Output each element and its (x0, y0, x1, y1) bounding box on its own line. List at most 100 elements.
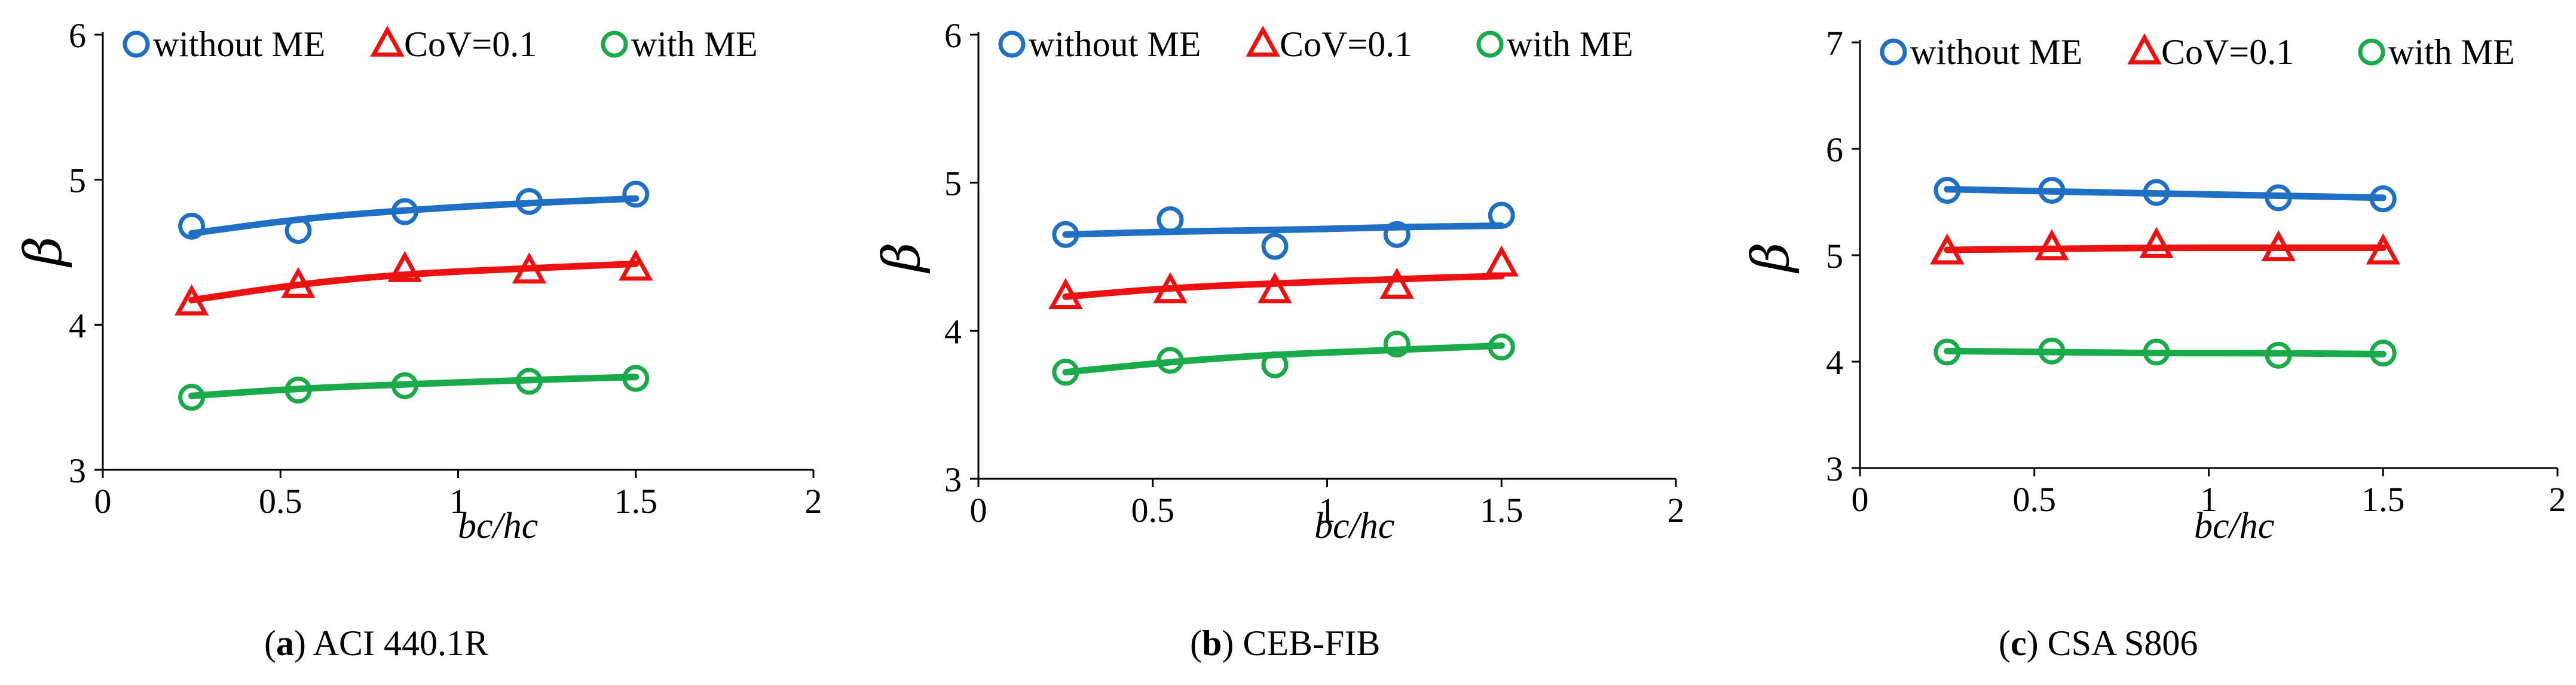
data-point-without-me (1052, 221, 1079, 248)
legend-label: CoV=0.1 (1280, 25, 1412, 64)
legend-marker (2127, 33, 2162, 65)
chart-caption: (b) CEB-FIB (1190, 623, 1381, 663)
x-tick-label: 1 (2200, 480, 2217, 519)
legend-label: without ME (1910, 32, 2082, 72)
data-point-without-me (1933, 176, 1961, 204)
caption-letter: c (2010, 623, 2027, 663)
data-point-cov-0-1 (2366, 233, 2400, 265)
data-point-without-me (2265, 184, 2292, 212)
y-tick-label: 5 (69, 161, 86, 200)
x-axis-label: bc/hc (2194, 506, 2275, 546)
chart-panel-c: 3 4 5 6 7 0 0.5 1 1.5 2 without ME CoV=0.1 with ME β… (1718, 0, 2576, 685)
trend-line-cov-0-1 (1944, 244, 2387, 253)
caption-text: CSA S806 (2047, 623, 2198, 663)
chart-caption: (c) CSA S806 (1999, 623, 2198, 663)
x-tick-label: 0.5 (2013, 480, 2057, 519)
data-point-with-me (1383, 331, 1411, 358)
caption-text: CEB-FIB (1243, 623, 1381, 663)
data-point-cov-0-1 (1048, 278, 1083, 310)
y-tick-label: 6 (1826, 130, 1843, 169)
y-axis-label: β (871, 242, 932, 272)
data-point-without-me (1157, 206, 1184, 234)
legend-marker (123, 30, 150, 58)
legend-marker (1476, 30, 1504, 58)
data-point-with-me (1488, 334, 1515, 361)
data-point-with-me (391, 372, 418, 399)
y-tick-label: 4 (1826, 343, 1843, 382)
y-tick-label: 3 (1826, 449, 1843, 488)
data-point-cov-0-1 (1258, 272, 1292, 304)
trend-line-without-me (188, 195, 640, 237)
x-tick-label: 1 (1318, 491, 1336, 530)
data-point-cov-0-1 (174, 284, 209, 316)
data-point-without-me (2369, 185, 2397, 213)
data-point-without-me (1383, 221, 1411, 248)
y-axis-label: β (1740, 242, 1801, 272)
data-point-with-me (284, 377, 312, 404)
x-tick-label: 1.5 (2361, 480, 2405, 519)
data-point-with-me (1261, 351, 1289, 378)
data-point-cov-0-1 (1930, 233, 1965, 265)
data-point-without-me (1488, 201, 1515, 229)
chart-plot-a: 3 4 5 6 0 0.5 1 1.5 2 without ME CoV=0.1 with ME (69, 16, 822, 521)
trend-line-without-me (1062, 222, 1505, 238)
data-point-cov-0-1 (2139, 227, 2174, 258)
x-tick-label: 0 (94, 482, 112, 521)
chart-panel-b: 3 4 5 6 0 0.5 1 1.5 2 without ME CoV=0.1 with ME β … (858, 0, 1718, 685)
x-tick-label: 1.5 (614, 482, 658, 521)
chart-panel-a: 3 4 5 6 0 0.5 1 1.5 2 without ME CoV=0.1 with ME β … (0, 0, 858, 685)
data-point-with-me (178, 384, 206, 411)
data-point-with-me (622, 365, 650, 392)
y-tick-label: 5 (944, 164, 962, 203)
data-point-without-me (284, 217, 312, 244)
x-tick-label: 0 (1852, 480, 1869, 519)
caption-letter: b (1201, 623, 1222, 663)
data-point-with-me (2038, 337, 2066, 365)
data-point-with-me (1157, 347, 1184, 374)
data-point-cov-0-1 (619, 249, 653, 281)
data-point-with-me (1933, 338, 1961, 366)
legend-label: CoV=0.1 (2161, 32, 2294, 72)
data-point-cov-0-1 (2261, 230, 2296, 262)
data-point-with-me (2265, 341, 2292, 369)
chart-plot-c: 3 4 5 6 7 0 0.5 1 1.5 2 without ME CoV=0.1 with ME (1826, 24, 2566, 519)
y-tick-label: 3 (944, 460, 962, 499)
data-point-cov-0-1 (1153, 272, 1188, 304)
y-tick-label: 4 (69, 306, 86, 345)
x-tick-label: 2 (805, 482, 822, 521)
trend-line-without-me (1944, 186, 2387, 201)
x-tick-label: 0.5 (259, 482, 302, 521)
legend-label: with ME (1507, 25, 1633, 64)
legend-marker (1880, 38, 1907, 66)
data-point-without-me (178, 212, 206, 240)
caption-text: ACI 440.1R (313, 623, 489, 663)
legend-label: with ME (2388, 32, 2515, 72)
data-point-with-me (2369, 340, 2397, 367)
data-point-without-me (622, 181, 650, 208)
x-tick-label: 2 (2549, 480, 2566, 519)
legend-label: CoV=0.1 (404, 25, 537, 64)
data-point-with-me (515, 368, 543, 395)
x-axis-label: bc/hc (458, 506, 539, 546)
data-point-without-me (2038, 176, 2066, 204)
x-tick-label: 0.5 (1131, 491, 1175, 530)
data-point-without-me (515, 188, 543, 215)
y-tick-label: 6 (944, 16, 962, 55)
legend-marker (370, 25, 405, 57)
chart-caption: (a) ACI 440.1R (264, 623, 489, 663)
x-tick-label: 2 (1668, 491, 1685, 530)
caption-letter: a (276, 623, 294, 663)
trend-line-cov-0-1 (188, 260, 640, 304)
legend-label: without ME (153, 25, 325, 64)
y-tick-label: 5 (1826, 237, 1843, 276)
data-point-cov-0-1 (2035, 229, 2069, 261)
legend-label: with ME (631, 25, 758, 64)
data-point-without-me (1261, 233, 1289, 260)
legend-marker (601, 30, 628, 58)
legend-marker (998, 30, 1026, 58)
y-tick-label: 7 (1826, 24, 1843, 63)
data-point-cov-0-1 (512, 252, 547, 284)
x-tick-label: 0 (970, 491, 987, 530)
y-tick-label: 6 (69, 16, 86, 55)
x-axis-label: bc/hc (1314, 506, 1395, 546)
